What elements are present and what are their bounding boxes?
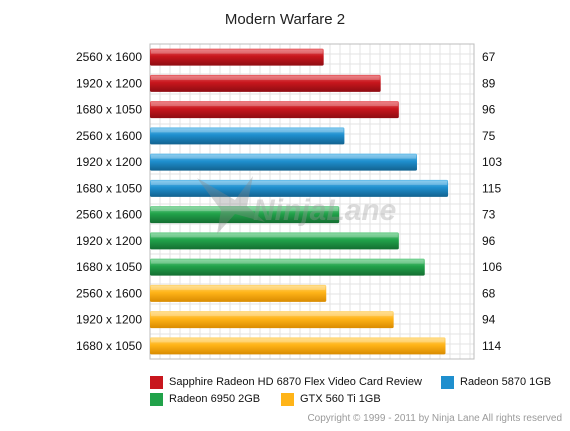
category-label: 1920 x 1200 <box>76 313 142 327</box>
value-label: 96 <box>482 234 496 248</box>
value-label: 75 <box>482 129 496 143</box>
star-logo-icon <box>197 176 265 234</box>
legend-label: Radeon 6950 2GB <box>169 393 261 405</box>
bar <box>150 179 449 197</box>
value-label: 68 <box>482 286 496 300</box>
bar <box>150 206 340 224</box>
bar-highlight <box>151 102 398 107</box>
category-label: 2560 x 1600 <box>76 286 142 300</box>
watermark-text: NinjaLane <box>253 194 396 227</box>
legend-label: GTX 560 Ti 1GB <box>300 393 381 405</box>
bar <box>150 232 399 250</box>
bar-highlight <box>151 49 323 54</box>
category-label: 1680 x 1050 <box>76 339 142 353</box>
bar <box>150 311 394 329</box>
category-label: 2560 x 1600 <box>76 50 142 64</box>
value-label: 106 <box>482 260 502 274</box>
value-label: 73 <box>482 208 496 222</box>
value-label: 89 <box>482 76 496 90</box>
value-label: 67 <box>482 50 496 64</box>
bar-highlight <box>151 312 393 317</box>
value-labels: 67 89 96 75 103 115 73 96 106 68 94 114 <box>482 50 502 353</box>
legend-label: Sapphire Radeon HD 6870 Flex Video Card … <box>169 376 422 388</box>
category-label: 2560 x 1600 <box>76 208 142 222</box>
value-label: 94 <box>482 313 496 327</box>
value-label: 103 <box>482 155 502 169</box>
bar <box>150 284 327 302</box>
bars <box>150 48 449 355</box>
bar-highlight <box>151 259 424 264</box>
legend-swatch <box>150 392 163 406</box>
category-label: 1920 x 1200 <box>76 155 142 169</box>
plot-area <box>149 43 475 360</box>
bar-highlight <box>151 180 448 185</box>
bar <box>150 74 381 92</box>
bar <box>150 258 425 276</box>
legend-item-gtx560ti: GTX 560 Ti 1GB <box>281 392 381 408</box>
legend-item-hd6870: Sapphire Radeon HD 6870 Flex Video Card … <box>150 375 422 391</box>
bar-highlight <box>151 75 380 80</box>
value-label: 96 <box>482 103 496 117</box>
bar-highlight <box>151 338 445 343</box>
category-label: 2560 x 1600 <box>76 129 142 143</box>
chart-title: Modern Warfare 2 <box>224 11 346 28</box>
value-label: 114 <box>482 339 501 353</box>
bar-highlight <box>151 233 398 238</box>
bar-highlight <box>151 154 416 159</box>
legend-item-6950: Radeon 6950 2GB <box>150 392 260 408</box>
bar <box>150 101 399 119</box>
bar-highlight <box>151 207 339 212</box>
category-label: 1680 x 1050 <box>76 103 142 117</box>
bar <box>150 127 345 145</box>
value-label: 115 <box>482 181 501 195</box>
category-labels: 2560 x 1600 1920 x 1200 1680 x 1050 2560 x … <box>76 50 142 353</box>
bar <box>150 48 324 66</box>
bar-highlight <box>151 128 344 133</box>
bar <box>150 153 417 171</box>
ninjalane-watermark: NinjaLane <box>197 176 396 234</box>
bar <box>150 337 446 355</box>
legend-label: Radeon 5870 1GB <box>460 376 552 388</box>
bar-chart: 2560 x 1600 1920 x 1200 1680 x 1050 2560 x … <box>76 43 502 360</box>
category-label: 1920 x 1200 <box>76 234 142 248</box>
legend-item-5870: Radeon 5870 1GB <box>441 375 551 391</box>
copyright-text: Copyright © 1999 - 2011 by Ninja Lane Al… <box>307 413 562 424</box>
category-label: 1680 x 1050 <box>76 260 142 274</box>
bar-highlight <box>151 285 326 290</box>
category-label: 1920 x 1200 <box>76 76 142 90</box>
legend-swatch <box>441 375 454 389</box>
legend-swatch <box>281 392 294 406</box>
category-label: 1680 x 1050 <box>76 181 142 195</box>
legend-swatch <box>150 375 163 389</box>
